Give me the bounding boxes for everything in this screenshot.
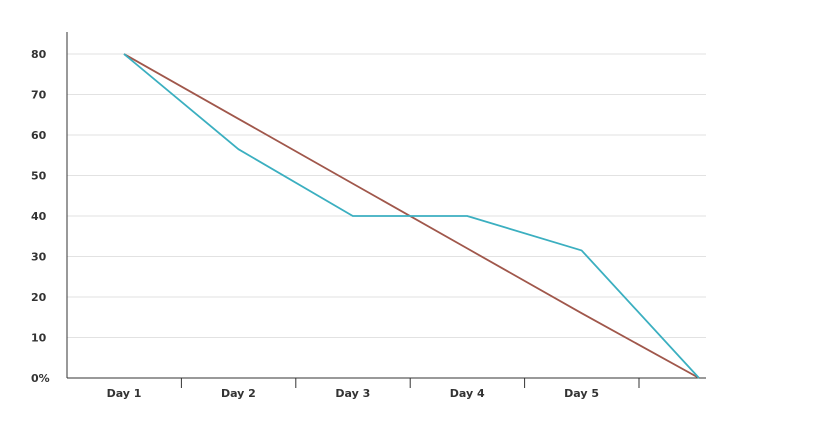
series-line-actual <box>123 53 700 379</box>
y-tick-label: 20 <box>31 291 47 304</box>
x-tick-label: Day 5 <box>564 387 599 400</box>
y-tick-label: 80 <box>31 48 47 61</box>
series-lines <box>123 53 700 379</box>
gridlines <box>67 53 706 338</box>
y-tick-label: 10 <box>31 332 47 345</box>
y-tick-label: 70 <box>31 89 47 102</box>
y-tick-label: 40 <box>31 210 47 223</box>
y-tick-label: 60 <box>31 129 47 142</box>
x-tick-label: Day 1 <box>107 387 142 400</box>
x-tick-label: Day 2 <box>221 387 256 400</box>
y-tick-label: 0% <box>31 372 50 385</box>
y-tick-label: 50 <box>31 170 47 183</box>
x-tick-label: Day 4 <box>450 387 485 400</box>
x-tick-labels: Day 1 Day 2 Day 3 Day 4 Day 5 <box>107 378 640 400</box>
x-tick-label: Day 3 <box>335 387 370 400</box>
y-tick-label: 30 <box>31 251 47 264</box>
axes <box>66 32 706 379</box>
y-tick-labels: 0% 10 20 30 40 50 60 70 80 <box>31 48 50 385</box>
